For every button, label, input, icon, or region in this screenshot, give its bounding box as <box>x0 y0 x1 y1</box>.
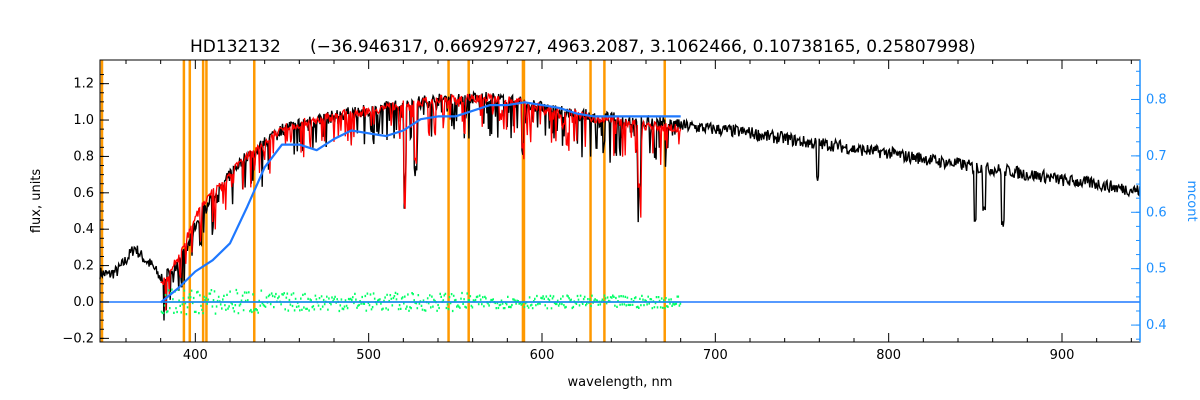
x-tick-label: 800 <box>876 348 901 363</box>
y2-tick-label: 0.8 <box>1146 92 1167 107</box>
chart-subtitle: (−36.946317, 0.66929727, 4963.2087, 3.10… <box>310 37 976 57</box>
x-tick-label: 700 <box>703 348 728 363</box>
y-tick-label: 0.4 <box>73 222 94 237</box>
y2-tick-label: 0.6 <box>1146 205 1167 220</box>
y-axis-label: flux, units <box>29 169 44 234</box>
y2-axis-label: mcont <box>1184 180 1199 221</box>
y2-tick-label: 0.4 <box>1146 318 1167 333</box>
observed-spectrum <box>99 90 1141 321</box>
x-tick-label: 900 <box>1050 348 1075 363</box>
plot-frame <box>99 59 1141 343</box>
y-tick-label: −0.2 <box>62 331 94 346</box>
y-tick-label: 0.0 <box>73 295 94 310</box>
continuum-line <box>160 101 681 304</box>
y2-tick-label: 0.5 <box>1146 262 1167 277</box>
y-tick-label: 0.2 <box>73 259 94 274</box>
continuum-series <box>100 101 1140 304</box>
observed-line <box>99 90 1141 321</box>
axes: 400 500 600 700 800 900 −0.2 0.0 0.2 0.4 0.6 0.8 1.0… <box>62 60 1167 363</box>
spectral-line-markers <box>100 60 666 342</box>
y-tick-label: 0.6 <box>73 186 94 201</box>
x-axis-label: wavelength, nm <box>568 375 673 390</box>
y-tick-label: 0.8 <box>73 149 94 164</box>
y2-tick-label: 0.7 <box>1146 149 1167 164</box>
x-tick-label: 500 <box>356 348 381 363</box>
x-tick-label: 400 <box>183 348 208 363</box>
y-tick-label: 1.2 <box>73 77 94 92</box>
y-tick-label: 1.0 <box>73 113 94 128</box>
x-tick-label: 600 <box>530 348 555 363</box>
chart-title: HD132132 <box>190 37 281 57</box>
